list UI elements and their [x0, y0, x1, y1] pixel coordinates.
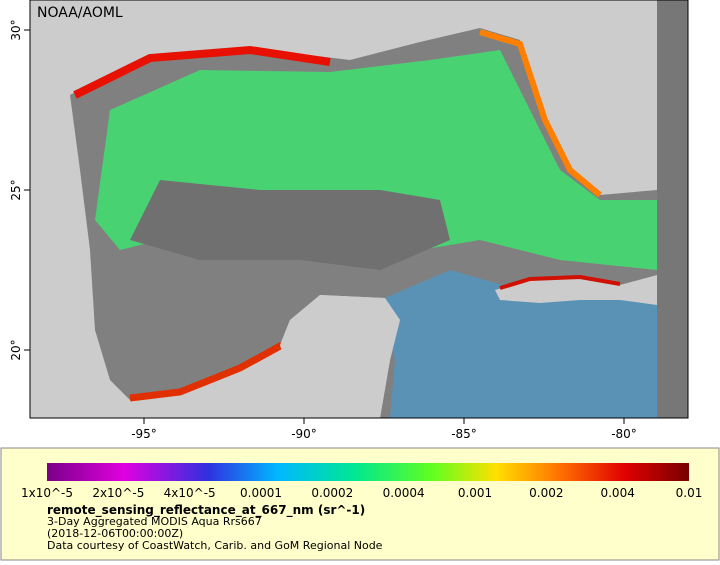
- legend-line: (2018-12-06T00:00:00Z): [47, 527, 183, 540]
- coastal-high: [129, 341, 284, 402]
- no-data-strip: [657, 0, 688, 418]
- colorbar-label: 0.0004: [383, 486, 425, 500]
- data-swath: [130, 180, 450, 270]
- credit: NOAA/AOML: [37, 5, 123, 21]
- y-tick-label: 30°: [9, 19, 23, 40]
- legend-line: Data courtesy of CoastWatch, Carib. and …: [47, 539, 383, 552]
- variable-name: remote_sensing_reflectance_at_667_nm (sr…: [47, 503, 365, 518]
- colorbar: [47, 463, 689, 481]
- x-tick-label: -85°: [451, 427, 477, 441]
- axis: -95° -90° -85° -80° 30° 25° 20°: [9, 19, 637, 441]
- colorbar-label: 0.002: [529, 486, 563, 500]
- colorbar-label: 4x10^-5: [164, 486, 216, 500]
- legend-line: 3-Day Aggregated MODIS Aqua Rrs667: [47, 515, 262, 528]
- map: NOAA/AOML: [29, 0, 689, 419]
- cuba: [495, 275, 657, 305]
- y-tick-label: 20°: [9, 339, 23, 360]
- coastal-high: [499, 274, 621, 290]
- colorbar-label: 0.0002: [311, 486, 353, 500]
- colorbar-label: 0.004: [600, 486, 634, 500]
- x-tick-label: -80°: [611, 427, 637, 441]
- map-frame: [29, 0, 689, 419]
- colorbar-label: 0.001: [458, 486, 492, 500]
- colorbar-label: 1x10^-5: [21, 486, 73, 500]
- coastal-high: [73, 45, 331, 99]
- coastal-high: [479, 29, 602, 198]
- yucatan: [280, 295, 400, 418]
- data-swath: [380, 270, 657, 418]
- credit-bg: [33, 3, 133, 23]
- colorbar-label: 0.01: [676, 486, 703, 500]
- x-tick-label: -95°: [131, 427, 157, 441]
- colorbar-labels: 1x10^-5 2x10^-5 4x10^-5 0.0001 0.0002 0.0004 0…: [21, 486, 702, 500]
- x-tick-label: -90°: [291, 427, 317, 441]
- y-tick-label: 25°: [9, 179, 23, 200]
- colorbar-label: 2x10^-5: [92, 486, 144, 500]
- colorbar-label: 0.0001: [240, 486, 282, 500]
